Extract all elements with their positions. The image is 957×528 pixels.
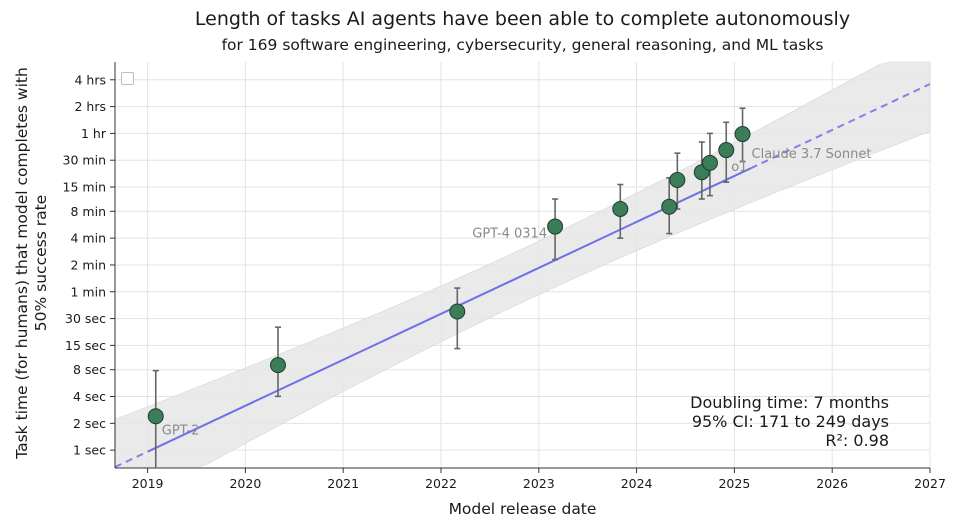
data-point-label: Claude 3.7 Sonnet <box>752 147 872 162</box>
y-tick-label: 30 sec <box>65 311 106 326</box>
x-tick-label: 2024 <box>621 476 653 491</box>
point-labels: GPT-2 GPT-4 0314 o1 Claude 3.7 Sonnet <box>162 147 872 438</box>
x-tick-label: 2023 <box>523 476 555 491</box>
trend-line-forecast <box>750 83 931 170</box>
x-tick-label: 2021 <box>327 476 359 491</box>
confidence-interval-text: 95% CI: 171 to 249 days <box>691 412 889 431</box>
data-points <box>147 126 751 425</box>
x-tick-label: 2020 <box>229 476 261 491</box>
data-point-label: GPT-2 <box>162 423 200 438</box>
y-tick-label: 4 min <box>71 231 107 246</box>
y-tick-label: 15 sec <box>65 338 106 353</box>
trend-line <box>114 83 931 468</box>
doubling-time-text: Doubling time: 7 months <box>690 393 889 412</box>
data-point <box>547 218 564 235</box>
y-tick-label: 8 sec <box>73 362 106 377</box>
data-point <box>612 200 629 217</box>
data-point <box>734 126 751 143</box>
x-tick-label: 2019 <box>132 476 164 491</box>
chart-subtitle: for 169 software engineering, cybersecur… <box>221 36 824 54</box>
y-tick-label: 1 min <box>71 284 107 299</box>
x-tick-label: 2022 <box>425 476 457 491</box>
chart-title: Length of tasks AI agents have been able… <box>194 8 851 30</box>
x-axis-label: Model release date <box>448 500 597 518</box>
legend-checkbox <box>121 72 134 85</box>
stats-box: Doubling time: 7 months 95% CI: 171 to 2… <box>690 393 889 450</box>
y-tick-label: 15 min <box>63 180 106 195</box>
data-point-label: o1 <box>731 160 747 175</box>
x-tick-label: 2025 <box>718 476 750 491</box>
y-tick-label: 4 sec <box>73 389 106 404</box>
y-tick-label: 8 min <box>71 204 107 219</box>
y-tick-label: 4 hrs <box>74 72 106 87</box>
y-tick-label: 2 min <box>71 257 107 272</box>
trend-line-fit <box>147 167 752 453</box>
r-squared-text: R²: 0.98 <box>825 431 889 450</box>
data-point <box>701 154 718 171</box>
axes: 1 sec 2 sec 4 sec 8 sec 15 sec 30 sec 1 min 2 m… <box>63 62 946 491</box>
data-point <box>270 357 286 374</box>
data-point <box>661 198 678 215</box>
y-tick-label: 2 sec <box>73 416 106 431</box>
y-tick-label: 30 min <box>63 153 106 168</box>
data-point <box>718 142 735 159</box>
y-tick-label: 2 hrs <box>74 99 106 114</box>
data-point <box>669 171 686 188</box>
x-tick-label: 2027 <box>914 476 946 491</box>
trend-line-backcast <box>114 450 149 468</box>
x-tick-label: 2026 <box>816 476 848 491</box>
y-tick-label: 1 hr <box>81 126 107 141</box>
data-point <box>147 408 164 425</box>
y-tick-label: 1 sec <box>73 443 106 458</box>
data-point <box>449 303 466 320</box>
data-point-label: GPT-4 0314 <box>472 227 547 242</box>
